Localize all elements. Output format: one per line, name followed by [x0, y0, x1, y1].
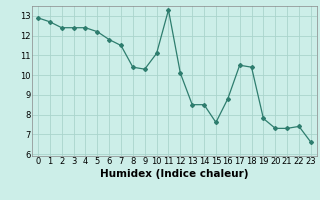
X-axis label: Humidex (Indice chaleur): Humidex (Indice chaleur): [100, 169, 249, 179]
